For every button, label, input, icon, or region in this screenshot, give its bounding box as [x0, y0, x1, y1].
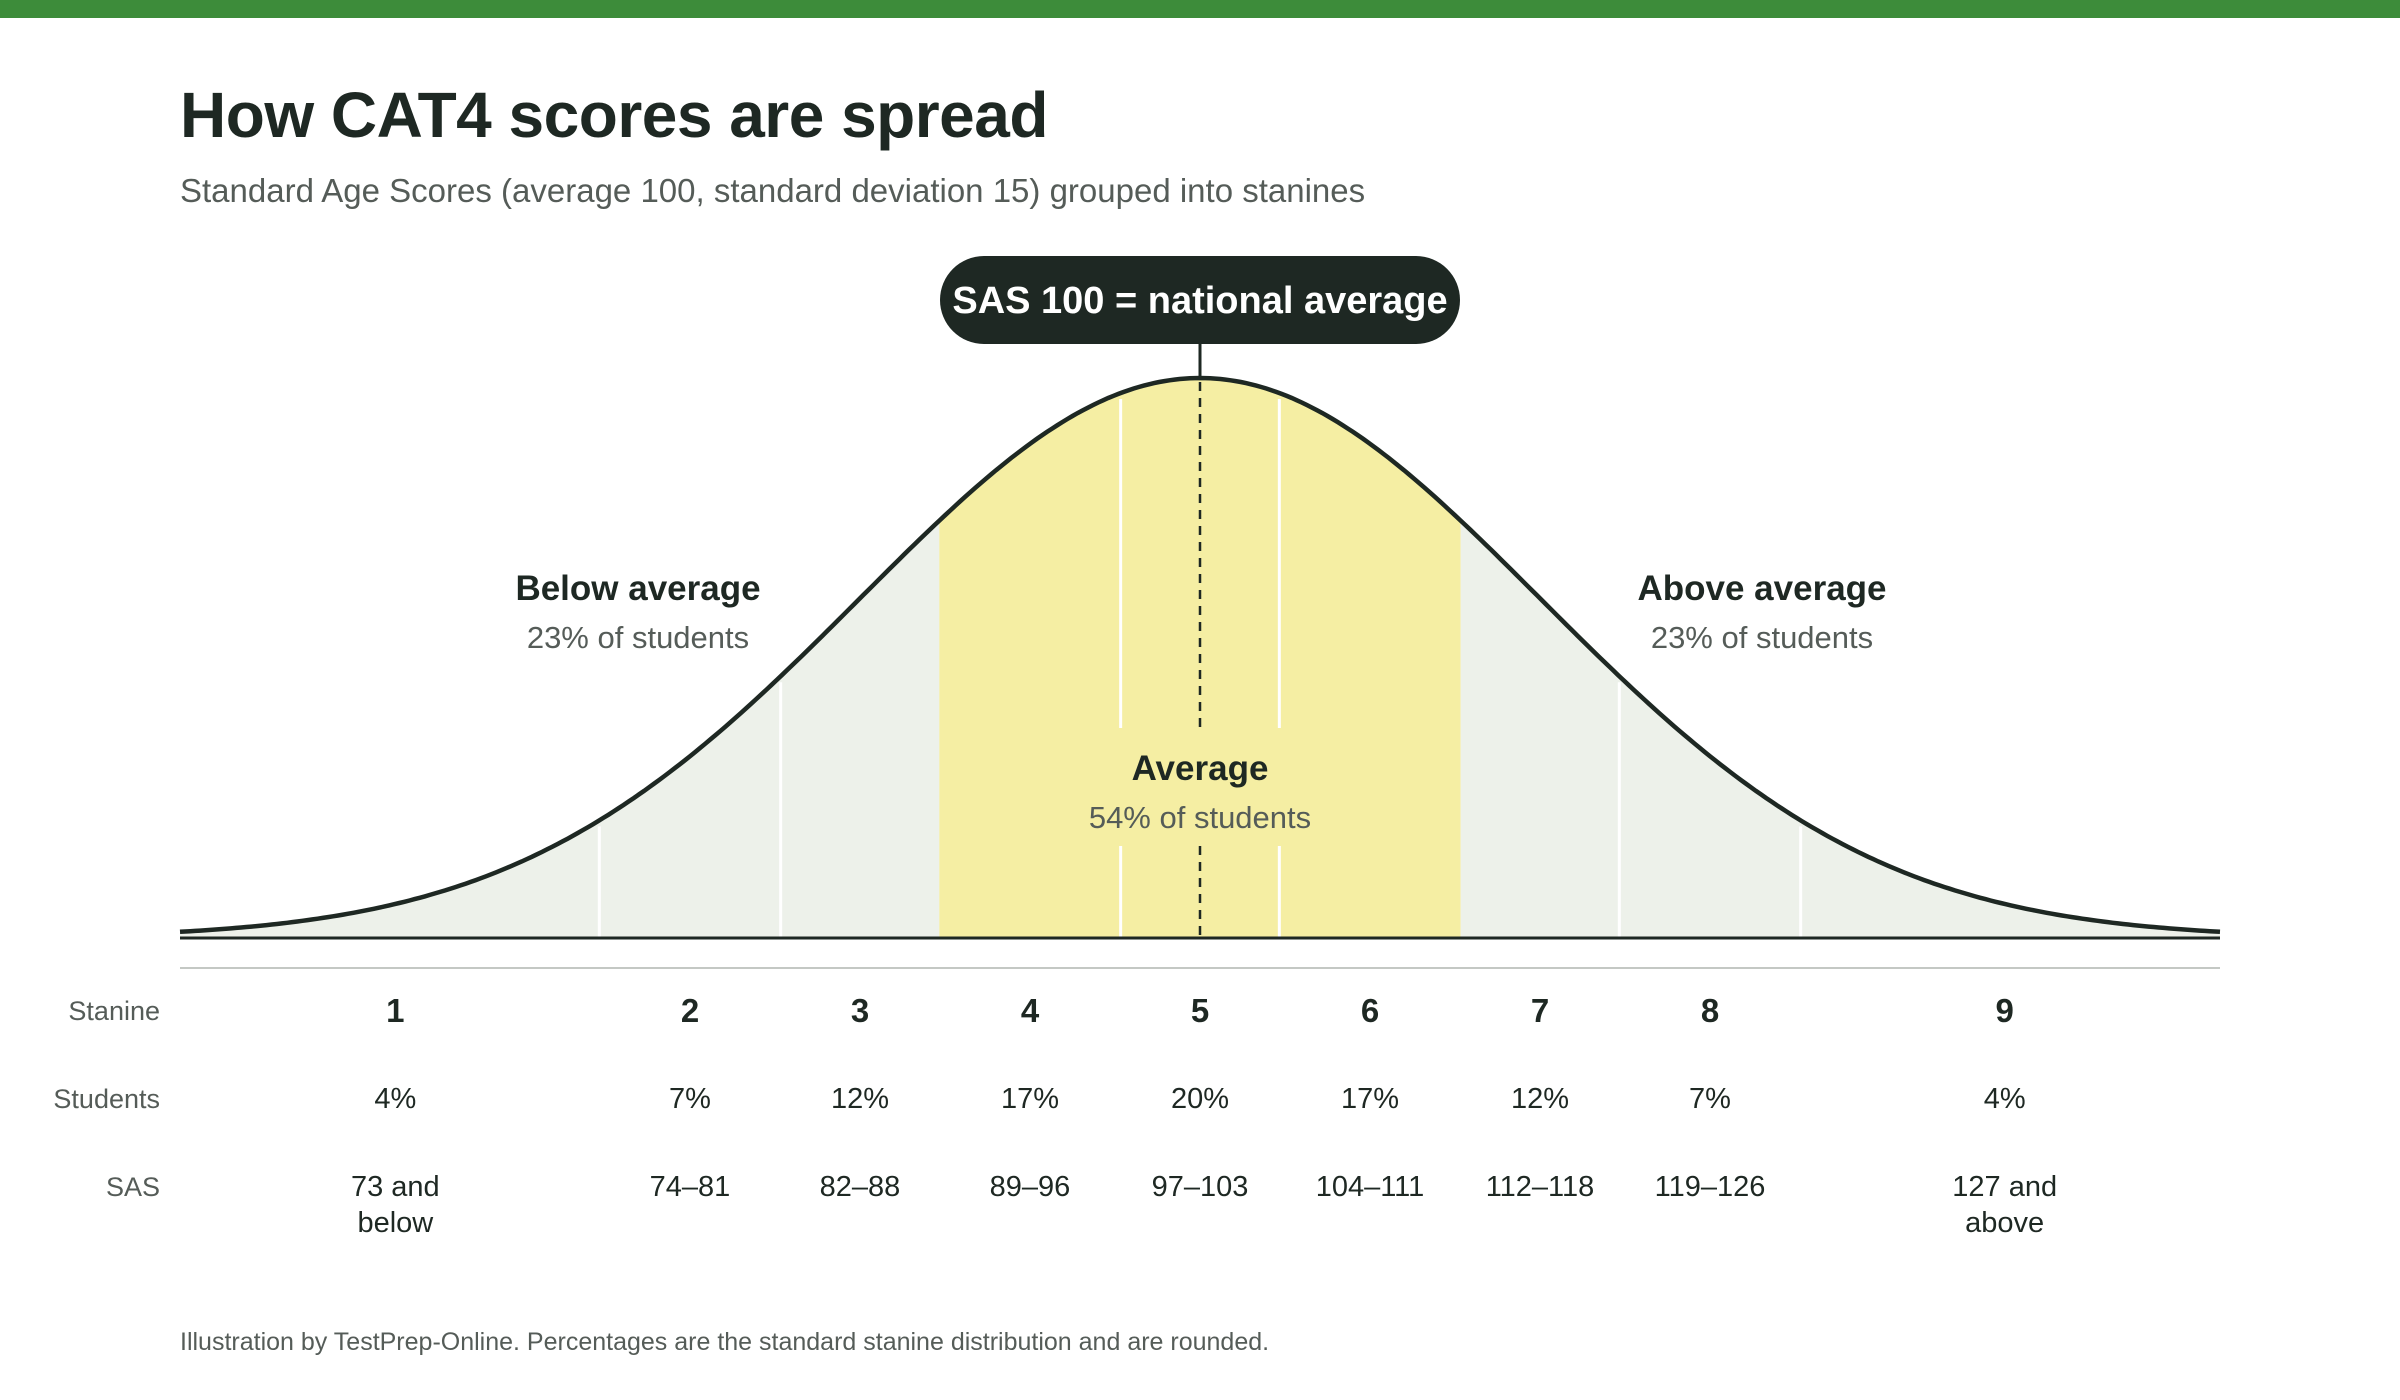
above-average-share: 23% of students [1651, 620, 1873, 655]
stanine-number: 9 [1995, 992, 2013, 1029]
page-subtitle: Standard Age Scores (average 100, standa… [180, 172, 1366, 209]
stanine-sas-range: 119–126 [1655, 1171, 1766, 1203]
footnote: Illustration by TestPrep-Online. Percent… [180, 1328, 1270, 1356]
stanine-sas-range: 112–118 [1486, 1171, 1595, 1203]
stanine-students-percent: 17% [1341, 1083, 1399, 1115]
stanine-sas-range: 74–81 [650, 1171, 731, 1203]
above-average-area [1460, 520, 2220, 938]
stanine-sas-range: below [357, 1207, 434, 1239]
callout-label: SAS 100 = national average [952, 280, 1447, 322]
stanine-number: 5 [1191, 992, 1209, 1029]
stanine-students-percent: 20% [1171, 1083, 1229, 1115]
page-title: How CAT4 scores are spread [180, 79, 1048, 151]
average-label: Average [1132, 749, 1269, 788]
stanine-sas-range: 127 and [1952, 1171, 2057, 1203]
stanine-sas-range: 82–88 [820, 1171, 901, 1203]
stanine-students-percent: 4% [1984, 1083, 2026, 1115]
average-share: 54% of students [1089, 800, 1311, 835]
stanine-number: 4 [1021, 992, 1040, 1029]
below-average-label: Below average [515, 569, 760, 608]
stanine-sas-range: 104–111 [1316, 1171, 1425, 1203]
stanine-number: 7 [1531, 992, 1549, 1029]
below-average-area [180, 520, 940, 938]
stanine-students-percent: 12% [831, 1083, 889, 1115]
stanine-students-percent: 4% [374, 1083, 416, 1115]
stanine-sas-range: 89–96 [990, 1171, 1071, 1203]
stanine-sas-range: above [1965, 1207, 2044, 1239]
stanine-number: 8 [1701, 992, 1719, 1029]
row-label-sas: SAS [106, 1172, 160, 1202]
row-label-stanine: Stanine [68, 996, 160, 1026]
stanine-number: 6 [1361, 992, 1379, 1029]
stanine-sas-range: 97–103 [1152, 1171, 1249, 1203]
stanine-students-percent: 7% [669, 1083, 711, 1115]
callout-pill [940, 256, 1460, 344]
below-average-share: 23% of students [527, 620, 749, 655]
accent-top-bar [0, 0, 2400, 18]
stanine-students-percent: 17% [1001, 1083, 1059, 1115]
stanine-number: 3 [851, 992, 869, 1029]
row-label-students: Students [53, 1084, 160, 1114]
stanine-number: 2 [681, 992, 699, 1029]
above-average-label: Above average [1637, 569, 1886, 608]
stanine-students-percent: 12% [1511, 1083, 1569, 1115]
stanine-students-percent: 7% [1689, 1083, 1731, 1115]
stanine-number: 1 [386, 992, 404, 1029]
stanine-sas-range: 73 and [351, 1171, 440, 1203]
